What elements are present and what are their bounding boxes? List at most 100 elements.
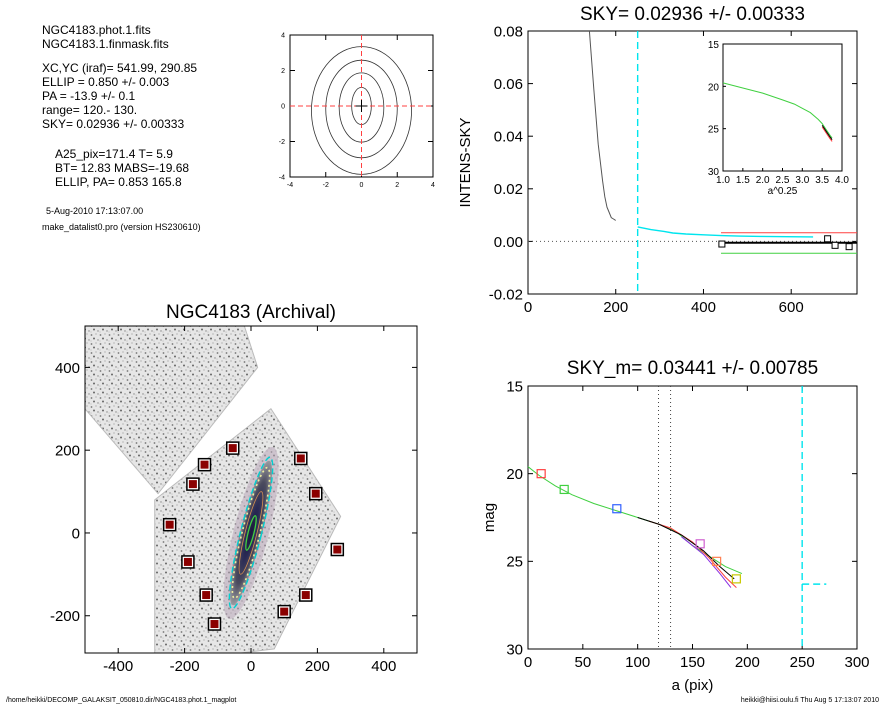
sky-marker — [718, 240, 726, 248]
sky-frame — [527, 30, 858, 295]
contour-xtick-label: -4 — [287, 182, 293, 189]
sky-ylabel: INTENS-SKY — [457, 117, 474, 207]
mag-ytick-label: 15 — [506, 378, 523, 395]
sky-box-marker-fill — [165, 520, 174, 529]
sky-profile-line — [588, 30, 616, 221]
sky-marker — [845, 243, 853, 251]
sky-box-marker-fill — [333, 545, 342, 554]
inset-profile-line — [722, 82, 833, 139]
image-xtick-label: 200 — [305, 658, 330, 675]
sky-xtick-label: 200 — [603, 299, 628, 316]
inset-xtick-label: 4.0 — [835, 175, 849, 186]
contour-panel: -4 -2 0 2 4 4 2 0 -2 -4 — [279, 33, 435, 189]
mag-ylabel: mag — [481, 503, 498, 532]
inset-xtick-label: 3.0 — [795, 175, 809, 186]
mag-xtick-label: 0 — [524, 654, 532, 671]
sky-xtick-label: 600 — [779, 299, 804, 316]
mag-marker — [559, 484, 569, 495]
sky-ytick-label: 0.08 — [494, 23, 523, 40]
galaxy-body — [229, 460, 273, 606]
sky-xtick-label: 0 — [524, 299, 532, 316]
contour-xtick-label: -2 — [323, 182, 329, 189]
mag-xtick-label: 150 — [680, 654, 705, 671]
mag-panel: 0 50 100 150 200 250 300 15 20 25 30 SKY_m= 0.03441… — [481, 358, 870, 694]
header-line: ELLIP = 0.850 +/- 0.003 — [42, 75, 170, 89]
header-line: XC,YC (iraf)= 541.99, 290.85 — [42, 61, 198, 75]
inset-xtick-label: 2.5 — [776, 175, 790, 186]
mag-marker — [731, 574, 741, 584]
header-results: A25_pix=171.4 T= 5.9 BT= 12.83 MABS=-19.… — [55, 147, 189, 189]
header-files: NGC4183.phot.1.fits NGC4183.1.finmask.fi… — [42, 23, 169, 51]
sky-panel: 0 200 400 600 0.08 0.06 0.04 0.02 0.00 -0.02 SKY= … — [457, 4, 858, 316]
inset-xlabel: a^0.25 — [768, 186, 798, 197]
inset-ytick-label: 25 — [708, 125, 720, 136]
sky-ytick-label: 0.02 — [494, 181, 523, 198]
sky-box-marker-fill — [202, 591, 211, 600]
sky-ytick-label: 0.06 — [494, 76, 523, 93]
galaxy-fit-ellipse — [228, 456, 274, 610]
image-xtick-label: -200 — [170, 658, 200, 675]
header-program: make_datalist0.pro (version HS230610) — [42, 222, 201, 232]
sky-box-marker-fill — [200, 460, 209, 469]
header-line: SKY= 0.02936 +/- 0.00333 — [42, 117, 185, 131]
mag-marker — [695, 539, 705, 549]
mag-ytick-label: 25 — [506, 554, 523, 571]
inset-frame — [722, 43, 843, 172]
inset-ytick-label: 30 — [708, 167, 720, 178]
contour-xtick-label: 4 — [431, 182, 435, 189]
contour-xtick-label: 2 — [395, 182, 399, 189]
sky-box-marker-fill — [210, 620, 219, 629]
mag-ytick-label: 30 — [506, 641, 523, 658]
contour-ytick-label: 4 — [281, 33, 285, 40]
mag-xtick-label: 100 — [625, 654, 650, 671]
footer-path: /home/heikki/DECOMP_GALAKSIT_050810.dir/… — [6, 697, 237, 704]
galaxy-core-isophote — [245, 515, 257, 551]
contour-ytick-label: 0 — [281, 104, 285, 111]
sky-profile-line — [637, 226, 814, 238]
sky-ytick-label: 0.00 — [494, 234, 523, 251]
sky-box-marker-fill — [296, 454, 305, 463]
sky-ytick-label: 0.04 — [494, 129, 523, 146]
inset-xtick-label: 1.5 — [736, 175, 750, 186]
sky-box-marker-fill — [311, 489, 320, 498]
galaxy-isophote — [231, 466, 271, 600]
image-ytick-label: -200 — [50, 608, 80, 625]
header-date: 5-Aug-2010 17:13:07.00 — [46, 206, 144, 216]
sky-title: SKY= 0.02936 +/- 0.00333 — [580, 4, 805, 25]
sky-box-marker-fill — [301, 591, 310, 600]
mag-title: SKY_m= 0.03441 +/- 0.00785 — [567, 358, 818, 379]
mag-profile-line — [681, 536, 732, 588]
header-line: PA = -13.9 +/- 0.1 — [42, 89, 136, 103]
footer-user: heikki@hiisi.oulu.fi Thu Aug 5 17:13:07 … — [740, 697, 879, 704]
sky-box-marker-fill — [280, 607, 289, 616]
contour-ytick-label: -4 — [279, 175, 285, 182]
galaxy-isophote — [238, 491, 264, 575]
image-panel: NGC4183 (Archival) -400 -200 0 200 400 400 200 0… — [50, 302, 418, 675]
mag-xlabel: a (pix) — [672, 677, 714, 694]
sky-box-marker-fill — [188, 480, 197, 489]
sky-inset-panel: 1.0 1.5 2.0 2.5 3.0 3.5 4.0 15 20 25 30 a^0.25 — [708, 40, 850, 197]
mag-marker — [612, 504, 622, 514]
mag-marker — [712, 556, 722, 566]
inset-profile-line — [821, 126, 833, 142]
inset-profile-line — [821, 125, 833, 141]
header-line: A25_pix=171.4 T= 5.9 — [55, 147, 173, 161]
mag-ytick-label: 20 — [506, 466, 523, 483]
header-line: NGC4183.1.finmask.fits — [42, 37, 169, 51]
header-params: XC,YC (iraf)= 541.99, 290.85 ELLIP = 0.8… — [42, 61, 197, 131]
mag-profile-line — [648, 520, 737, 588]
mag-xtick-label: 250 — [790, 654, 815, 671]
header-line: range= 120.- 130. — [42, 103, 138, 117]
sky-marker — [831, 241, 839, 249]
contour-xtick-label: 0 — [360, 182, 364, 189]
image-ytick-label: 400 — [55, 360, 80, 377]
contour-ytick-label: -2 — [279, 139, 285, 146]
image-title: NGC4183 (Archival) — [166, 302, 336, 323]
inset-xtick-label: 2.0 — [756, 175, 770, 186]
mag-frame — [527, 385, 858, 650]
image-xtick-label: 400 — [371, 658, 396, 675]
contour-ytick-label: 2 — [281, 68, 285, 75]
sky-box-marker-fill — [183, 557, 192, 566]
mag-xtick-label: 50 — [574, 654, 591, 671]
